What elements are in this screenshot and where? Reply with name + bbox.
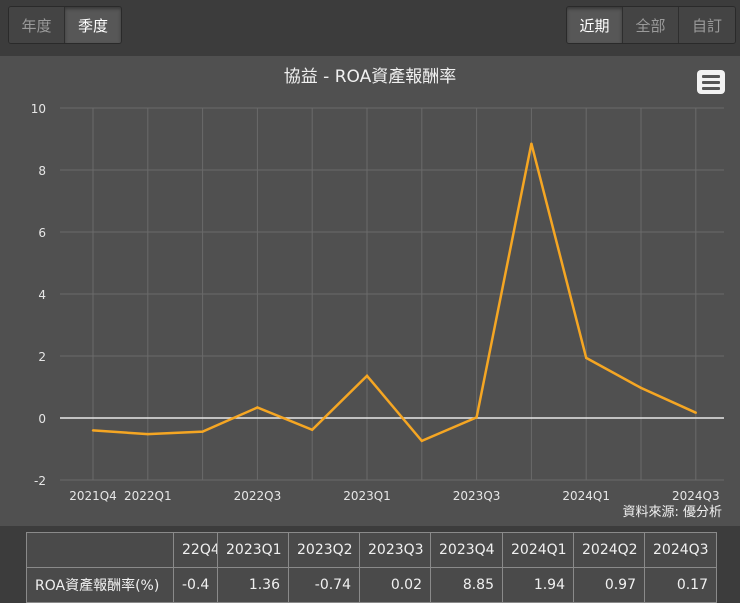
source-credit: 資料來源: 優分析 bbox=[622, 505, 722, 520]
table-cell: 0.17 bbox=[644, 567, 717, 603]
table-header-row: 22Q4 2023Q1 2023Q2 2023Q3 2023Q4 2024Q1 … bbox=[26, 532, 717, 568]
tab-custom[interactable]: 自訂 bbox=[679, 7, 735, 43]
table-header-cell: 2024Q3 bbox=[644, 532, 717, 568]
x-tick-label: 2024Q1 bbox=[562, 489, 610, 503]
tab-annual[interactable]: 年度 bbox=[9, 7, 65, 43]
table-cell: 1.94 bbox=[502, 567, 574, 603]
data-point bbox=[694, 411, 697, 414]
data-point bbox=[311, 428, 314, 431]
tab-recent[interactable]: 近期 bbox=[567, 7, 623, 43]
table-cell: 0.02 bbox=[359, 567, 431, 603]
y-tick-label: 2 bbox=[38, 350, 46, 364]
table-header-cell: 2024Q1 bbox=[502, 532, 574, 568]
hamburger-menu-icon[interactable] bbox=[697, 70, 725, 94]
data-point bbox=[201, 430, 204, 433]
x-tick-label: 2023Q3 bbox=[453, 489, 501, 503]
table-header-cell: 2023Q1 bbox=[217, 532, 289, 568]
roa-line-chart: 協益 - ROA資產報酬率 -2 0 2 4 6 8 10 2021Q4 2022Q1 2022Q3… bbox=[31, 67, 724, 520]
data-point bbox=[530, 142, 533, 145]
x-tick-label: 2021Q4 bbox=[69, 489, 117, 503]
y-tick-label: 8 bbox=[38, 164, 46, 178]
table-header-cell: 2023Q4 bbox=[430, 532, 503, 568]
table-header-cell: 2023Q3 bbox=[359, 532, 431, 568]
data-point bbox=[475, 416, 478, 419]
tab-all[interactable]: 全部 bbox=[623, 7, 679, 43]
y-tick-label: 10 bbox=[31, 102, 46, 116]
tab-quarterly[interactable]: 季度 bbox=[65, 7, 121, 43]
period-toggle: 年度 季度 bbox=[8, 6, 122, 44]
table-header-cell: 2024Q2 bbox=[573, 532, 645, 568]
y-tick-label: -2 bbox=[34, 474, 46, 488]
table-cell: 8.85 bbox=[430, 567, 503, 603]
y-tick-label: 0 bbox=[38, 412, 46, 426]
data-point bbox=[146, 432, 149, 436]
y-tick-label: 4 bbox=[38, 288, 46, 302]
table-header-cell bbox=[26, 532, 174, 568]
data-point bbox=[91, 429, 95, 432]
x-tick-label: 2022Q3 bbox=[234, 489, 282, 503]
table-cell: 0.97 bbox=[573, 567, 645, 603]
data-point bbox=[585, 356, 588, 360]
data-table: 22Q4 2023Q1 2023Q2 2023Q3 2023Q4 2024Q1 … bbox=[26, 532, 717, 603]
table-cell: 1.36 bbox=[217, 567, 289, 603]
table-cell: -0.4 bbox=[173, 567, 218, 603]
table-header-cell: 2023Q2 bbox=[288, 532, 360, 568]
data-point bbox=[256, 406, 259, 409]
table-row: ROA資產報酬率(%) -0.4 1.36 -0.74 0.02 8.85 1.… bbox=[26, 567, 717, 603]
series-line bbox=[92, 143, 697, 443]
table-row-label: ROA資產報酬率(%) bbox=[26, 567, 174, 603]
data-point bbox=[365, 374, 369, 378]
data-point bbox=[639, 386, 643, 390]
table-header-cell: 22Q4 bbox=[173, 532, 218, 568]
chart-title: 協益 - ROA資產報酬率 bbox=[284, 67, 456, 87]
x-tick-label: 2023Q1 bbox=[343, 489, 391, 503]
data-point bbox=[420, 439, 423, 443]
x-tick-label: 2022Q1 bbox=[124, 489, 172, 503]
range-toggle: 近期 全部 自訂 bbox=[566, 6, 736, 44]
x-tick-label: 2024Q3 bbox=[672, 489, 720, 503]
y-tick-label: 6 bbox=[38, 226, 46, 240]
table-cell: -0.74 bbox=[288, 567, 360, 603]
chart-panel: 協益 - ROA資產報酬率 -2 0 2 4 6 8 10 2021Q4 2022Q1 2022Q3… bbox=[0, 56, 740, 526]
